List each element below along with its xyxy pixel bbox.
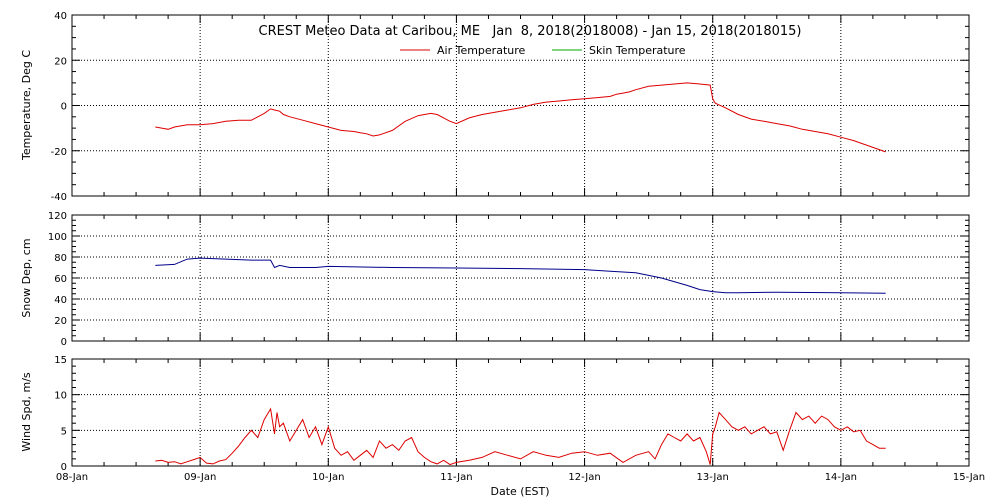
wind-speed-ticks: 15 10 5 0	[54, 355, 970, 473]
x-tick-label: 15-Jan	[953, 472, 985, 483]
temperature-ticks: 40 20 0 -20 -40	[51, 11, 970, 203]
x-tick-label: 08-Jan	[56, 472, 88, 483]
x-axis-label: Date (EST)	[490, 485, 549, 498]
legend-skin-temperature-label: Skin Temperature	[589, 44, 686, 57]
wind-speed-axis-label: Wind Spd, m/s	[20, 372, 33, 452]
wind-speed-grid	[72, 359, 969, 466]
x-tick-label: 09-Jan	[184, 472, 216, 483]
series-line-snow-depth	[155, 257, 886, 294]
x-tick-label: 13-Jan	[697, 472, 729, 483]
x-tick-label: 11-Jan	[440, 472, 472, 483]
y-tick-label: 20	[54, 56, 67, 67]
y-tick-label: 120	[48, 211, 67, 222]
snow-depth-grid	[72, 215, 969, 341]
temperature-grid	[72, 15, 969, 196]
temperature-axis-label: Temperature, Deg C	[20, 50, 33, 161]
y-tick-label: 15	[54, 355, 67, 366]
y-tick-label: -20	[51, 147, 67, 158]
y-tick-label: 5	[61, 426, 67, 437]
wind-speed-series	[155, 407, 886, 466]
y-tick-label: 0	[61, 102, 67, 113]
chart-title: CREST Meteo Data at Caribou, ME Jan 8, 2…	[259, 24, 802, 39]
y-tick-label: 100	[48, 232, 67, 243]
temperature-series	[155, 82, 886, 153]
wind-speed-panel: 15 10 5 0 08-Jan 09-Jan 10-Jan 11-Jan 12-Jan 13-…	[20, 355, 985, 498]
y-tick-label: 40	[54, 295, 67, 306]
series-line-air-temperature	[155, 82, 886, 153]
y-tick-label: 20	[54, 316, 67, 327]
y-tick-label: 80	[54, 253, 67, 264]
temperature-panel: 40 20 0 -20 -40 CREST Meteo Data at Caribou,…	[20, 11, 970, 203]
x-tick-label: 12-Jan	[568, 472, 600, 483]
legend-air-temperature-label: Air Temperature	[437, 44, 526, 57]
y-tick-label: 60	[54, 274, 67, 285]
x-tick-label: 14-Jan	[825, 472, 857, 483]
y-tick-label: 0	[61, 462, 67, 473]
series-line-wind-speed	[155, 407, 886, 466]
x-tick-label: 10-Jan	[312, 472, 344, 483]
y-tick-label: 10	[54, 391, 67, 402]
y-tick-label: 40	[54, 11, 67, 22]
snow-depth-series	[155, 257, 886, 294]
wind-speed-plot-frame	[71, 358, 970, 467]
y-tick-label: -40	[51, 192, 67, 203]
snow-depth-axis-label: Snow Dep, cm	[20, 238, 33, 317]
snow-depth-ticks: 120 100 80 60 40 20 0	[48, 211, 970, 348]
legend: Air Temperature Skin Temperature	[400, 44, 686, 57]
y-tick-label: 0	[61, 337, 67, 348]
snow-depth-panel: 120 100 80 60 40 20 0 Snow Dep, cm	[20, 211, 970, 348]
date-tick-labels: 08-Jan 09-Jan 10-Jan 11-Jan 12-Jan 13-Jan 14-J…	[56, 472, 985, 483]
